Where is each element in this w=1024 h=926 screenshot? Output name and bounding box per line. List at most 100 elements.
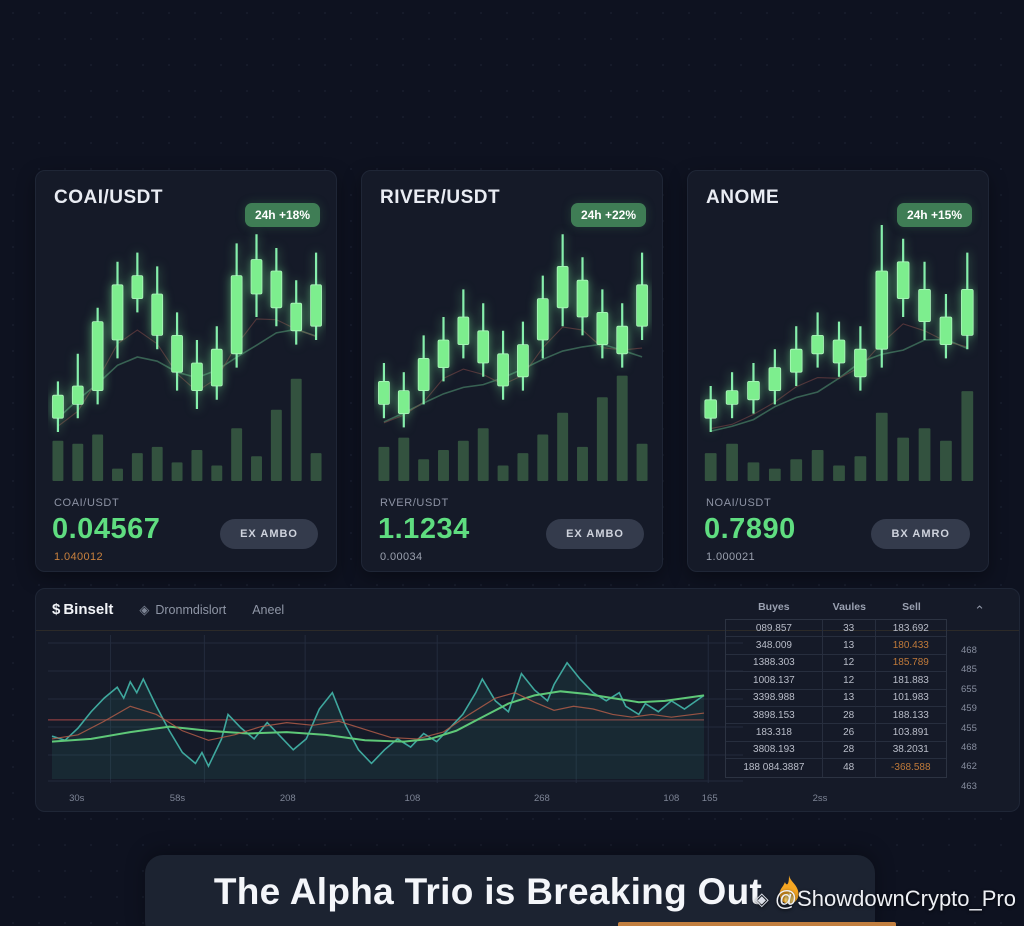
price-scale-value: 485 — [961, 664, 977, 676]
pair-title: RIVER/USDT — [380, 187, 501, 208]
price-scale: 468 485 655 459 455 468 462 463 — [961, 645, 991, 800]
ticker-card-anome: ANOME 24h +15% NOAI/USDT 0.7890 1.000021… — [687, 170, 989, 572]
pair-label: NOAI/USDT — [706, 497, 772, 509]
price-scale-value: 455 — [961, 722, 977, 734]
fire-icon — [779, 874, 799, 904]
buy-cell: 3398.988 — [726, 689, 823, 706]
x-tick-label: 165 — [701, 793, 718, 804]
price-sub-value: 1.040012 — [54, 551, 104, 563]
x-tick-label: 30s — [69, 793, 85, 804]
candlestick-chart — [700, 217, 978, 485]
sell-cell: 181.883 — [892, 674, 929, 686]
x-axis-labels: 30s 58s 208 108 268 108 165 2ss — [48, 793, 1007, 807]
buy-cell: 188 084.3887 — [726, 759, 823, 777]
watermark: ◈ @ShowdownCrypto_Pro — [755, 886, 1016, 912]
pair-label: RVER/USDT — [380, 497, 449, 509]
sell-cell: 185.789 — [892, 657, 929, 669]
change-badge: 24h +22% — [570, 203, 646, 227]
candlestick-chart — [48, 217, 326, 485]
price-value: 0.04567 — [52, 513, 161, 545]
depth-line-chart — [48, 635, 743, 783]
buy-cell: 1388.303 — [726, 654, 823, 672]
table-row: 183.318 26 103.891 — [726, 724, 946, 742]
sell-cell: 183.692 — [892, 622, 929, 634]
table-row: 188 084.3887 48 -368.588 — [726, 759, 946, 777]
value-cell: 48 — [823, 759, 876, 777]
panel-nav-item-2[interactable]: Aneel — [252, 603, 284, 617]
value-cell: 28 — [823, 706, 876, 724]
order-book-rows: 089.857 33 183.692 348.009 13 180.433 1388… — [725, 619, 947, 778]
value-cell: 12 — [823, 672, 876, 689]
collapse-icon[interactable]: ⌃ — [974, 603, 985, 618]
value-cell: 12 — [823, 654, 876, 672]
brand-logo[interactable]: $ Binselt — [52, 601, 113, 618]
table-row: 089.857 33 183.692 — [726, 620, 946, 638]
sell-cell: 188.133 — [892, 709, 929, 721]
order-book-header: Buyes Vaules Sell — [725, 595, 947, 619]
diamond-icon: ◈ — [139, 601, 150, 617]
market-panel: $ Binselt ◈ Dronmdislort Aneel 30s 58s 208 1… — [35, 588, 1020, 812]
x-tick-label: 2ss — [812, 793, 828, 804]
cutoff-element — [618, 922, 896, 926]
pair-title: COAI/USDT — [54, 187, 163, 208]
panel-nav-item-1[interactable]: ◈ Dronmdislort — [139, 602, 226, 618]
price-scale-value: 468 — [961, 645, 977, 656]
value-cell: 28 — [823, 741, 876, 759]
buy-cell: 3808.193 — [726, 741, 823, 759]
watermark-handle: @ShowdownCrypto_Pro — [774, 886, 1016, 911]
price-scale-value: 655 — [961, 683, 977, 695]
sell-cell: 103.891 — [892, 727, 929, 739]
price-scale-value: 463 — [961, 780, 977, 792]
exchange-button[interactable]: EX AMBO — [546, 519, 644, 549]
price-scale-value: 462 — [961, 761, 977, 773]
sell-cell: -368.588 — [891, 762, 931, 774]
ticker-card-river: RIVER/USDT 24h +22% RVER/USDT 1.1234 0.0… — [361, 170, 663, 572]
value-cell: 33 — [823, 620, 876, 637]
column-header-sell: Sell — [902, 601, 921, 613]
brand-name: Binselt — [63, 601, 114, 618]
buy-cell: 089.857 — [726, 620, 823, 637]
exchange-button[interactable]: EX AMBO — [220, 519, 318, 549]
table-row: 3398.988 13 101.983 — [726, 689, 946, 707]
value-cell: 26 — [823, 724, 876, 741]
sell-cell: 180.433 — [892, 640, 929, 652]
dollar-icon: $ — [52, 601, 61, 618]
price-value: 1.1234 — [378, 513, 470, 545]
nav-item-label: Dronmdislort — [155, 602, 227, 617]
x-tick-label: 268 — [533, 793, 550, 804]
value-cell: 13 — [823, 637, 876, 654]
buy-cell: 348.009 — [726, 637, 823, 654]
column-header-buys: Buyes — [758, 601, 790, 613]
ticker-card-coai: COAI/USDT 24h +18% COAI/USDT 0.04567 1.0… — [35, 170, 337, 572]
table-row: 348.009 13 180.433 — [726, 637, 946, 655]
price-scale-value: 468 — [961, 741, 977, 753]
column-header-values: Vaules — [832, 601, 866, 613]
exchange-button[interactable]: BX AMRO — [871, 519, 970, 549]
sell-cell: 101.983 — [892, 692, 929, 704]
order-book-table: Buyes Vaules Sell 089.857 33 183.692 348.… — [725, 595, 947, 778]
price-value: 0.7890 — [704, 513, 796, 545]
buy-cell: 1008.137 — [726, 672, 823, 689]
candlestick-chart — [374, 217, 652, 485]
nav-item-label: Aneel — [252, 602, 285, 617]
buy-cell: 183.318 — [726, 724, 823, 741]
pair-title: ANOME — [706, 187, 780, 208]
x-tick-label: 208 — [279, 793, 296, 804]
value-cell: 13 — [823, 689, 876, 706]
headline-text: The Alpha Trio is Breaking Out — [213, 870, 763, 912]
price-sub-value: 1.000021 — [706, 551, 756, 563]
pair-label: COAI/USDT — [54, 497, 120, 509]
buy-cell: 3898.153 — [726, 706, 823, 724]
x-tick-label: 108 — [663, 793, 680, 804]
change-badge: 24h +18% — [244, 203, 320, 227]
diamond-icon: ◈ — [754, 888, 769, 909]
table-row: 1388.303 12 185.789 — [726, 654, 946, 673]
headline-banner: The Alpha Trio is Breaking Out — [145, 855, 875, 926]
price-scale-value: 459 — [961, 703, 977, 715]
sell-cell: 38.2031 — [892, 744, 929, 756]
change-badge: 24h +15% — [896, 203, 972, 227]
x-tick-label: 108 — [404, 793, 421, 804]
price-sub-value: 0.00034 — [380, 551, 423, 563]
table-row: 1008.137 12 181.883 — [726, 672, 946, 690]
